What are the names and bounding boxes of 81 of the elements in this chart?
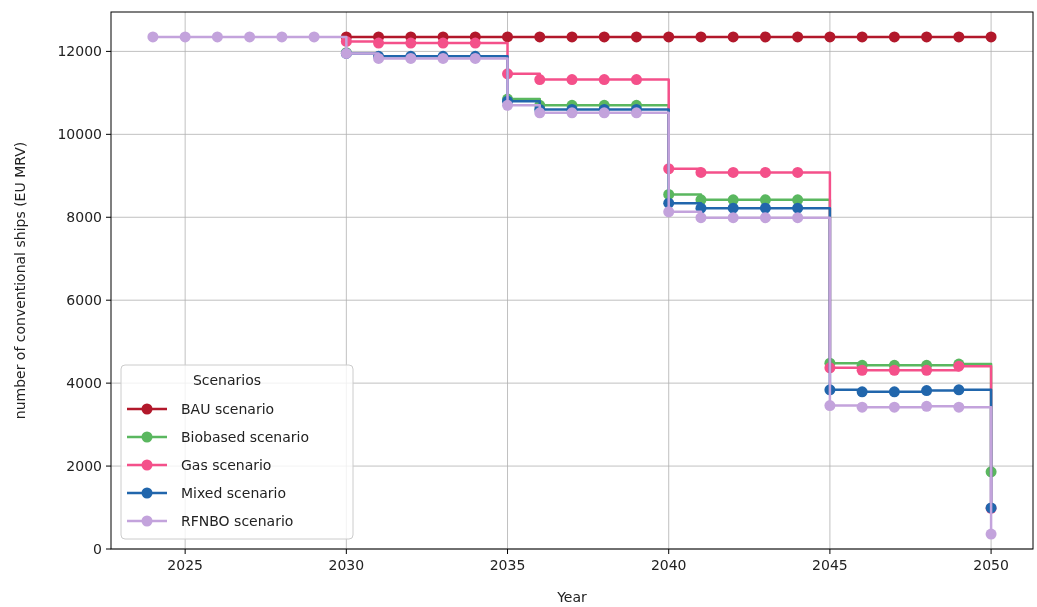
point — [759, 166, 771, 178]
point — [308, 31, 320, 43]
point — [727, 166, 739, 178]
point — [534, 31, 546, 43]
point — [921, 385, 933, 397]
x-tick-label: 2035 — [489, 557, 526, 573]
x-tick-label: 2040 — [650, 557, 687, 573]
point — [727, 31, 739, 43]
legend-label: Mixed scenario — [181, 485, 287, 501]
x-tick-label: 2030 — [328, 557, 365, 573]
point — [792, 212, 804, 224]
legend-label: BAU scenario — [181, 401, 275, 417]
point — [663, 206, 675, 218]
legend-title: Scenarios — [192, 372, 262, 388]
point — [276, 31, 288, 43]
point — [469, 37, 481, 49]
point — [663, 31, 675, 43]
y-tick-label: 10000 — [57, 126, 102, 143]
point — [727, 212, 739, 224]
point — [534, 107, 546, 119]
point — [211, 31, 223, 43]
point — [630, 74, 642, 86]
y-tick-label: 6000 — [66, 292, 102, 309]
point — [566, 107, 578, 119]
point — [566, 74, 578, 86]
point — [759, 202, 771, 214]
point — [921, 31, 933, 43]
point — [598, 74, 610, 86]
y-tick-label: 8000 — [66, 209, 102, 226]
point — [921, 364, 933, 376]
point — [888, 386, 900, 398]
point — [502, 31, 514, 43]
y-tick-label: 12000 — [57, 43, 102, 60]
point — [244, 31, 256, 43]
point — [856, 364, 868, 376]
x-tick-label: 2045 — [812, 557, 848, 573]
point — [759, 31, 771, 43]
point — [405, 37, 417, 49]
point — [856, 31, 868, 43]
legend-label: Gas scenario — [181, 457, 272, 473]
point — [630, 31, 642, 43]
point — [953, 31, 965, 43]
point — [598, 31, 610, 43]
point — [534, 74, 546, 86]
point — [695, 212, 707, 224]
point — [759, 212, 771, 224]
y-axis-title: number of conventional ships (EU MRV) — [12, 141, 28, 420]
point — [598, 107, 610, 119]
point — [695, 166, 707, 178]
point — [824, 400, 836, 412]
point — [179, 31, 191, 43]
point — [953, 384, 965, 396]
point — [985, 31, 997, 43]
point — [566, 31, 578, 43]
point — [856, 386, 868, 398]
point — [888, 401, 900, 413]
point — [792, 166, 804, 178]
point — [630, 107, 642, 119]
point — [953, 401, 965, 413]
x-axis-title: Year — [556, 589, 588, 605]
point — [373, 37, 385, 49]
point — [921, 400, 933, 412]
y-tick-label: 2000 — [66, 458, 102, 475]
legend-label: Biobased scenario — [181, 429, 310, 445]
point — [792, 202, 804, 214]
y-tick-label: 0 — [93, 541, 102, 557]
point — [888, 31, 900, 43]
legend-label: RFNBO scenario — [181, 513, 294, 529]
point — [985, 528, 997, 540]
point — [727, 202, 739, 214]
point — [502, 99, 514, 111]
point — [888, 364, 900, 376]
y-tick-label: 4000 — [66, 375, 102, 392]
point — [147, 31, 159, 43]
point — [695, 31, 707, 43]
x-tick-label: 2025 — [167, 557, 203, 573]
point — [437, 37, 449, 49]
point — [824, 31, 836, 43]
x-tick-label: 2050 — [973, 557, 1009, 573]
point — [856, 401, 868, 413]
point — [792, 31, 804, 43]
